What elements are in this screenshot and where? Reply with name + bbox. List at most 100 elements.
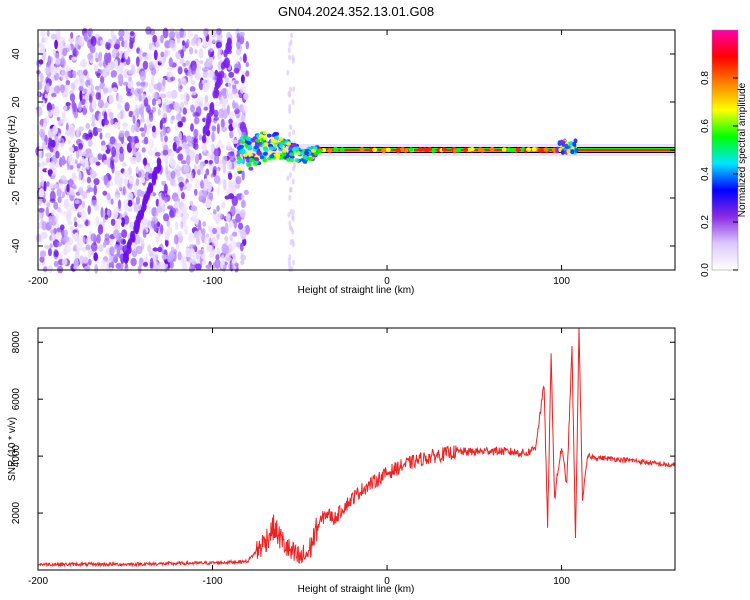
noise-blob — [107, 42, 112, 49]
signal-bead — [531, 147, 537, 152]
noise-blob — [141, 217, 148, 226]
noise-blob — [87, 139, 93, 148]
noise-blob — [245, 70, 250, 77]
noise-blob — [161, 254, 168, 260]
noise-blob — [78, 150, 82, 157]
noise-blob — [117, 103, 122, 110]
noise-blob — [234, 102, 239, 111]
noise-blob — [164, 238, 169, 247]
noise-blob — [42, 140, 47, 150]
noise-blob — [175, 112, 182, 122]
noise-blob — [177, 37, 181, 44]
noise-blob — [203, 106, 209, 111]
noise-blob — [43, 265, 48, 273]
signal-blob — [251, 138, 257, 143]
noise-blob — [91, 199, 98, 207]
noise-blob — [110, 198, 114, 205]
noise-blob — [46, 114, 50, 124]
noise-blob — [228, 220, 234, 228]
noise-blob — [119, 146, 124, 154]
noise-blob — [161, 249, 168, 255]
noise-blob — [239, 84, 246, 95]
noise-blob — [91, 99, 97, 111]
noise-blob — [116, 248, 121, 256]
noise-blob — [104, 132, 111, 139]
noise-blob — [70, 226, 74, 231]
noise-blob — [57, 132, 62, 142]
noise-blob — [119, 68, 123, 75]
noise-blob — [217, 47, 223, 55]
noise-streak — [156, 157, 162, 166]
noise-blob — [175, 200, 180, 206]
noise-blob — [46, 202, 51, 208]
noise-blob — [216, 186, 220, 196]
noise-blob — [292, 129, 296, 136]
noise-blob — [39, 256, 45, 263]
signal-bead — [526, 147, 532, 152]
signal-bead — [543, 147, 549, 152]
noise-blob — [45, 157, 51, 163]
signal-blob — [306, 156, 311, 161]
noise-blob — [177, 230, 183, 237]
noise-blob — [194, 99, 199, 108]
noise-blob — [130, 257, 137, 267]
signal-feature-blob — [574, 147, 579, 153]
noise-blob — [49, 198, 56, 203]
noise-blob — [55, 150, 60, 159]
signal-blob — [282, 149, 288, 153]
noise-blob — [288, 262, 292, 268]
noise-blob — [110, 218, 116, 226]
noise-blob — [139, 117, 145, 123]
noise-blob — [141, 177, 145, 184]
noise-blob — [160, 224, 164, 235]
noise-blob — [190, 123, 194, 132]
noise-blob — [75, 36, 79, 47]
noise-blob — [215, 254, 220, 261]
noise-blob — [168, 31, 175, 40]
noise-blob — [60, 118, 65, 124]
noise-blob — [287, 47, 291, 54]
noise-blob — [245, 61, 249, 68]
noise-blob — [138, 107, 144, 116]
noise-blob — [155, 128, 161, 135]
noise-blob — [288, 108, 292, 114]
noise-streak — [151, 177, 157, 186]
noise-blob — [232, 86, 237, 95]
noise-blob — [51, 109, 56, 116]
signal-blob — [253, 145, 259, 150]
noise-blob — [39, 250, 47, 258]
y-tick-label: 40 — [11, 48, 22, 60]
noise-blob — [44, 67, 50, 74]
signal-blob — [292, 142, 297, 147]
noise-blob — [51, 92, 57, 98]
noise-blob — [190, 205, 198, 212]
noise-blob — [230, 205, 236, 217]
noise-blob — [223, 244, 229, 254]
signal-bead — [418, 147, 423, 152]
noise-blob — [193, 138, 198, 144]
noise-streak — [214, 90, 219, 99]
noise-blob — [198, 219, 202, 230]
noise-blob — [135, 196, 141, 205]
signal-bead — [455, 148, 461, 153]
noise-blob — [46, 102, 53, 112]
noise-blob — [75, 78, 79, 84]
noise-blob — [69, 93, 76, 102]
noise-blob — [72, 174, 78, 181]
noise-blob — [90, 242, 98, 252]
noise-blob — [93, 178, 100, 186]
noise-blob — [91, 122, 96, 127]
snr-frame — [37, 327, 676, 571]
noise-blob — [210, 30, 217, 38]
noise-blob — [81, 178, 87, 183]
signal-blob — [263, 148, 269, 153]
noise-blob — [63, 85, 69, 96]
x-tick-label: 0 — [384, 276, 390, 287]
noise-blob — [205, 264, 212, 269]
noise-blob — [185, 60, 191, 66]
noise-blob — [152, 34, 158, 43]
noise-blob — [199, 60, 204, 65]
signal-blob — [236, 167, 242, 172]
noise-blob — [201, 79, 205, 85]
noise-blob — [92, 126, 99, 137]
